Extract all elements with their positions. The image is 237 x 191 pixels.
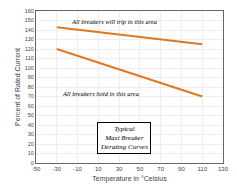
svg-text:All breakers will trip in this: All breakers will trip in this area [71, 18, 157, 25]
svg-text:40: 40 [28, 122, 34, 128]
svg-text:100: 100 [25, 65, 34, 71]
svg-text:90: 90 [178, 166, 185, 172]
svg-text:Percent of Rated Current: Percent of Rated Current [14, 48, 21, 126]
svg-text:110: 110 [25, 55, 34, 61]
svg-text:10: 10 [95, 166, 102, 172]
svg-text:110: 110 [197, 166, 207, 172]
svg-text:Temperature in °Celsius: Temperature in °Celsius [92, 175, 167, 183]
svg-text:90: 90 [28, 74, 34, 80]
svg-text:30: 30 [28, 131, 34, 137]
svg-text:70: 70 [157, 166, 164, 172]
svg-text:-50: -50 [32, 166, 41, 172]
svg-text:30: 30 [116, 166, 123, 172]
svg-text:20: 20 [28, 141, 34, 147]
svg-text:70: 70 [28, 93, 34, 99]
svg-text:10: 10 [28, 150, 34, 156]
svg-text:80: 80 [28, 84, 34, 90]
svg-text:50: 50 [137, 166, 144, 172]
svg-text:TypicalMaxi BreakerDerating Cu: TypicalMaxi BreakerDerating Curves [100, 125, 148, 151]
svg-text:60: 60 [28, 103, 34, 109]
svg-text:140: 140 [25, 27, 34, 33]
svg-text:130: 130 [25, 36, 34, 42]
svg-text:All breakers hold in this area: All breakers hold in this area [62, 90, 139, 97]
svg-text:120: 120 [25, 46, 34, 52]
svg-text:130: 130 [218, 166, 229, 172]
svg-text:50: 50 [28, 112, 34, 118]
svg-text:150: 150 [25, 17, 34, 23]
svg-text:160: 160 [25, 8, 34, 14]
svg-text:-30: -30 [52, 166, 61, 172]
svg-text:-10: -10 [73, 166, 82, 172]
svg-text:0: 0 [31, 160, 34, 166]
